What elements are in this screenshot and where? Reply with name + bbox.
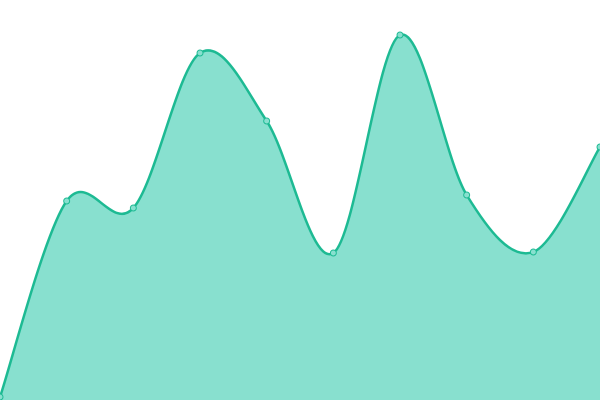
data-point [329,249,337,257]
data-point [63,197,71,205]
data-point [0,393,4,400]
area-line [0,33,600,398]
data-point [263,117,271,125]
area-fill [0,34,600,400]
data-point [396,31,404,39]
data-point [529,248,537,256]
data-point [129,204,137,212]
data-point [196,49,204,57]
data-point [596,143,600,151]
data-point [463,191,471,199]
